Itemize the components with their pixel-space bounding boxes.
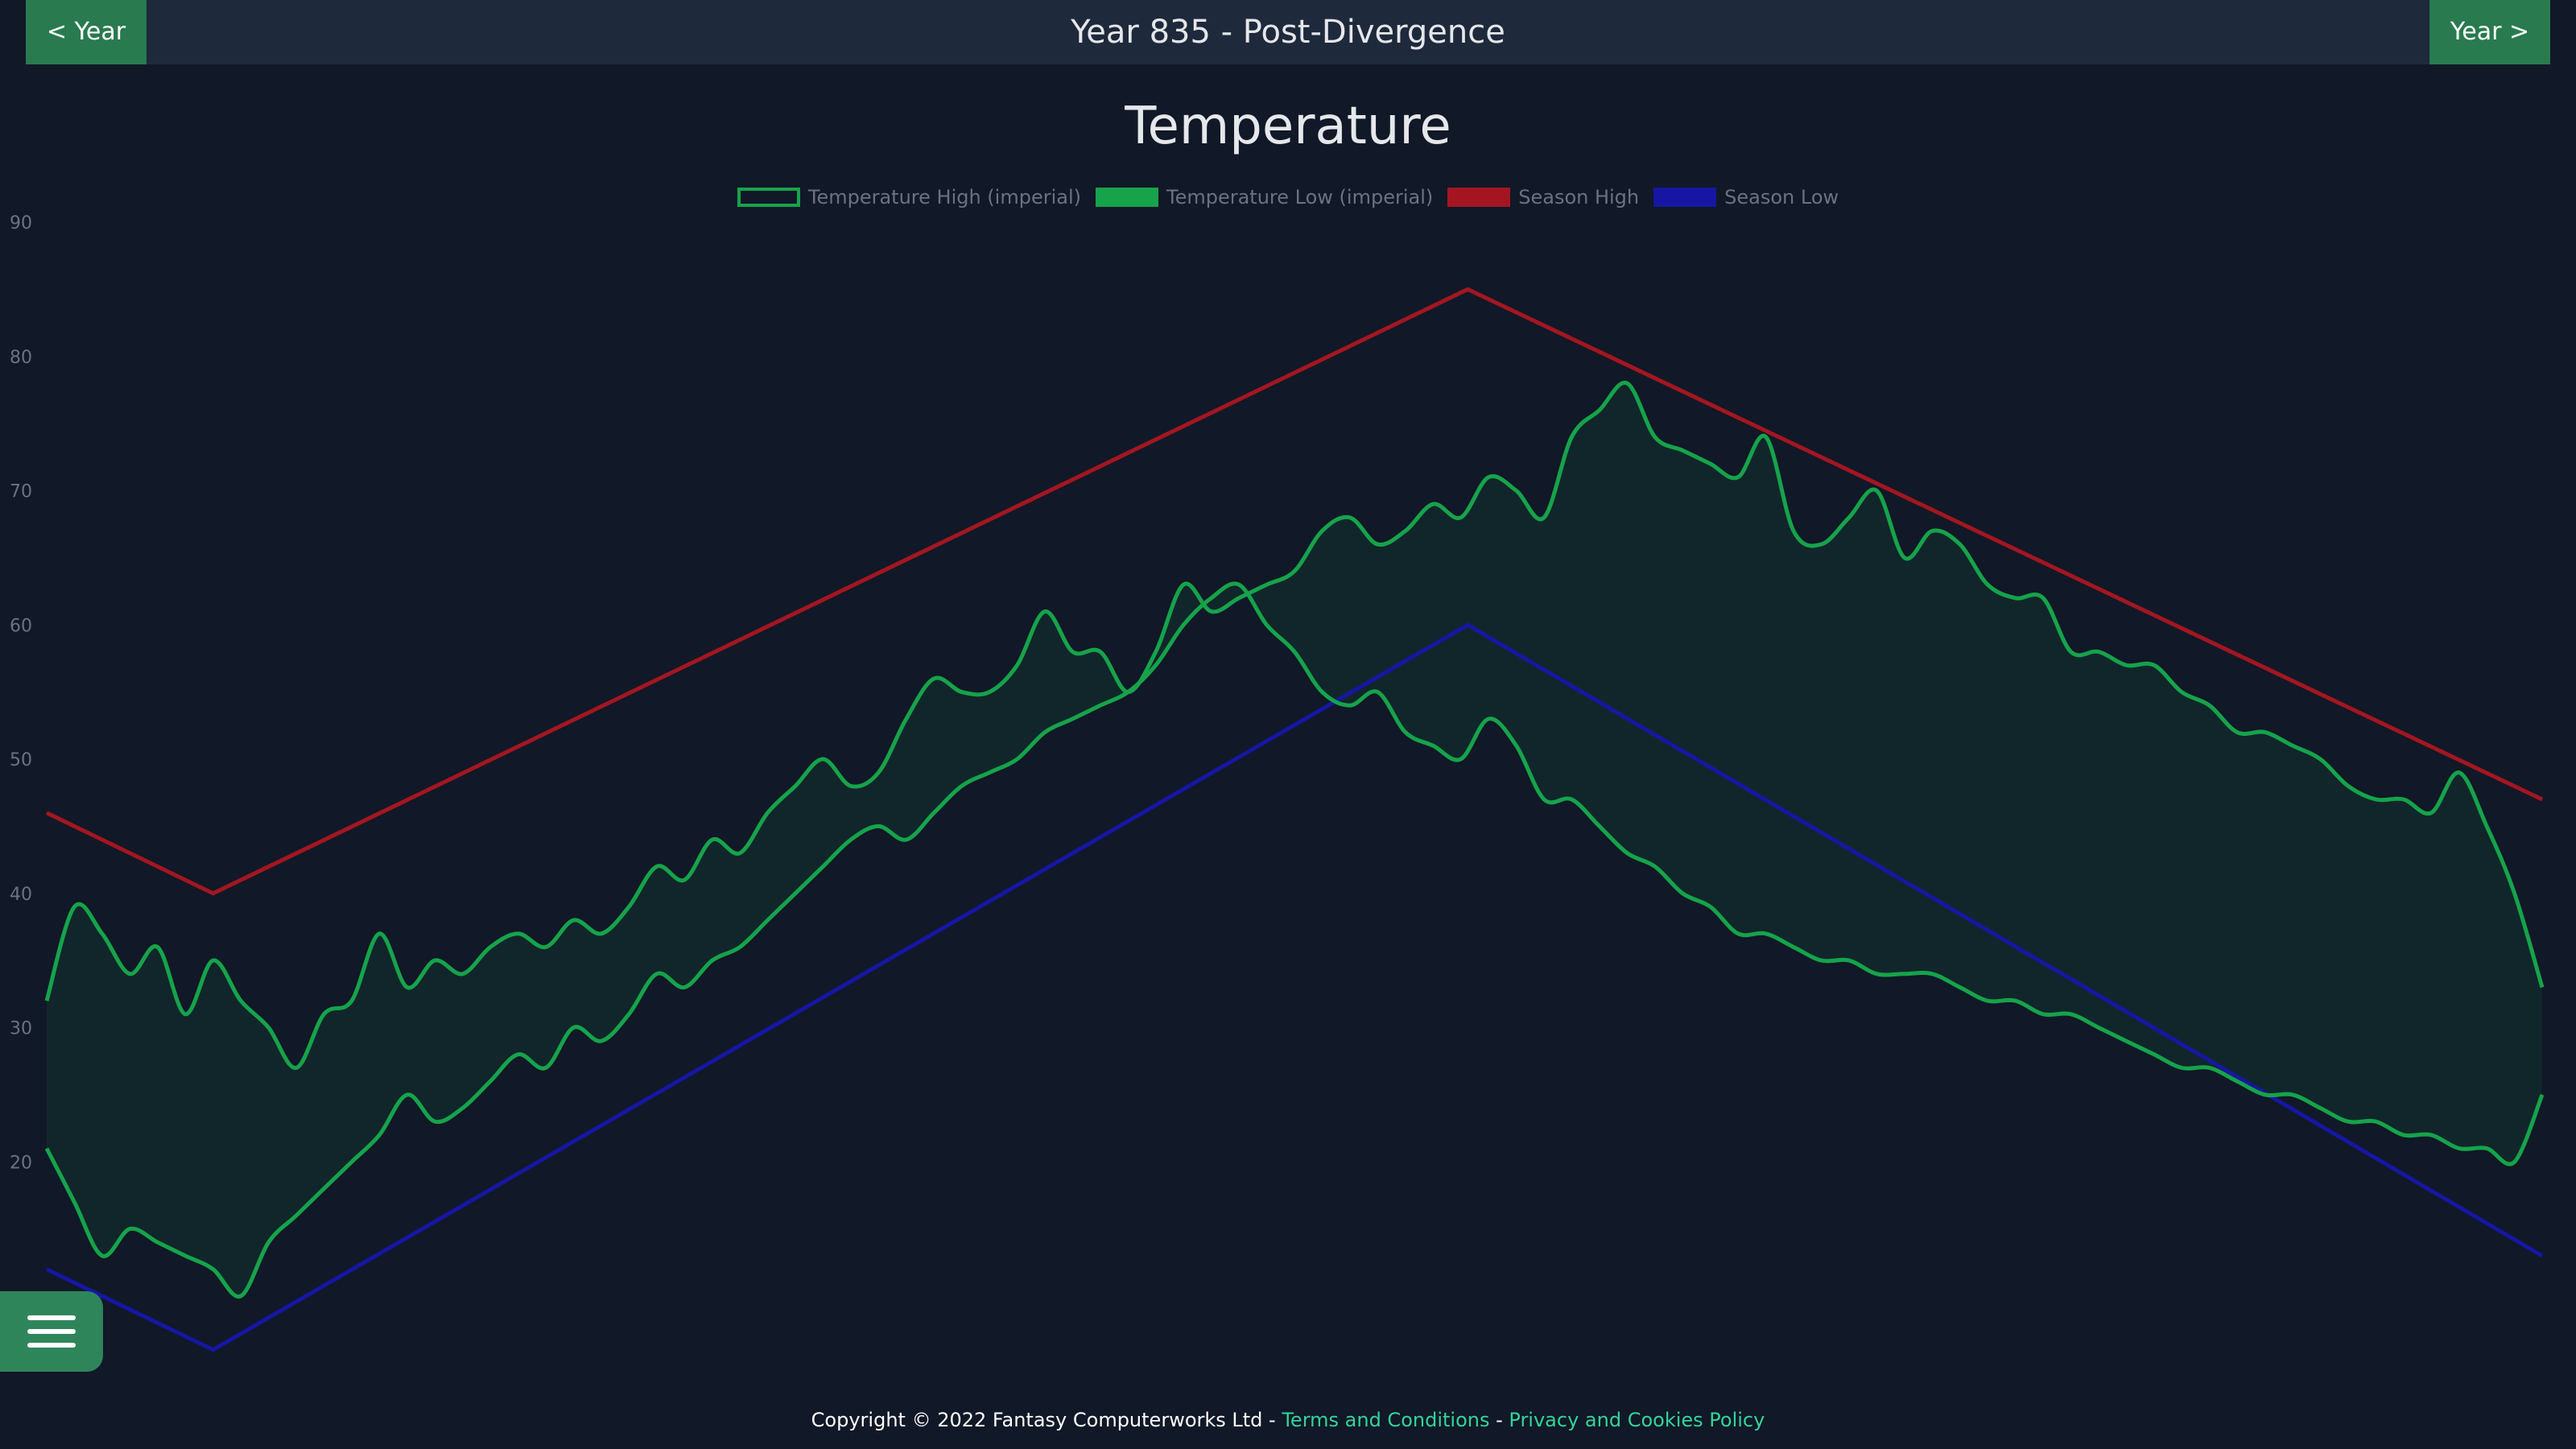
y-tick-label: 30 [10,1019,32,1039]
legend-swatch-temperature-high [737,188,800,207]
hamburger-menu-icon [27,1315,76,1320]
y-axis-ticks: 90 80 70 60 50 40 30 20 [10,213,32,1173]
next-year-button[interactable]: Year > [2429,0,2550,64]
footer-separator: - [1489,1409,1509,1431]
y-tick-label: 90 [10,213,32,233]
legend-item-temperature-high[interactable]: Temperature High (imperial) [737,184,1081,211]
menu-button[interactable] [0,1291,103,1372]
hamburger-menu-icon-bar [27,1329,76,1334]
copyright-text: Copyright © 2022 Fantasy Computerworks L… [811,1409,1282,1431]
y-tick-label: 60 [10,616,32,636]
temperature-high-line [44,380,2545,1070]
legend-item-temperature-low[interactable]: Temperature Low (imperial) [1096,184,1433,211]
y-tick-label: 50 [10,750,32,770]
legend-swatch-season-high [1447,188,1511,207]
chart-title: Temperature [1125,97,1451,156]
y-tick-label: 20 [10,1153,32,1173]
season-high-line [45,287,2544,896]
footer: Copyright © 2022 Fantasy Computerworks L… [0,1404,2576,1436]
legend-label: Temperature High (imperial) [807,186,1081,208]
legend-swatch-temperature-low [1096,188,1158,207]
legend-label: Season Low [1724,186,1839,208]
year-navigation-bar: Year 835 - Post-Divergence < Year Year > [26,0,2550,64]
chart-series [44,287,2545,1352]
y-tick-label: 80 [10,348,32,368]
season-low-line [45,622,2544,1352]
chart-legend: Temperature High (imperial) Temperature … [0,184,2576,211]
legend-label: Temperature Low (imperial) [1166,186,1434,208]
legend-item-season-high[interactable]: Season High [1447,184,1639,211]
previous-year-button[interactable]: < Year [26,0,147,64]
legend-label: Season High [1518,186,1640,208]
y-tick-label: 70 [10,482,32,502]
terms-link[interactable]: Terms and Conditions [1282,1409,1490,1431]
year-title: Year 835 - Post-Divergence [1071,14,1505,51]
privacy-link[interactable]: Privacy and Cookies Policy [1509,1409,1765,1431]
temperature-range-band [47,382,2542,1297]
y-tick-label: 40 [10,885,32,905]
hamburger-menu-icon-bar [27,1343,76,1348]
legend-swatch-season-low [1653,188,1717,207]
temperature-low-line [44,581,2545,1299]
legend-item-season-low[interactable]: Season Low [1653,184,1839,211]
